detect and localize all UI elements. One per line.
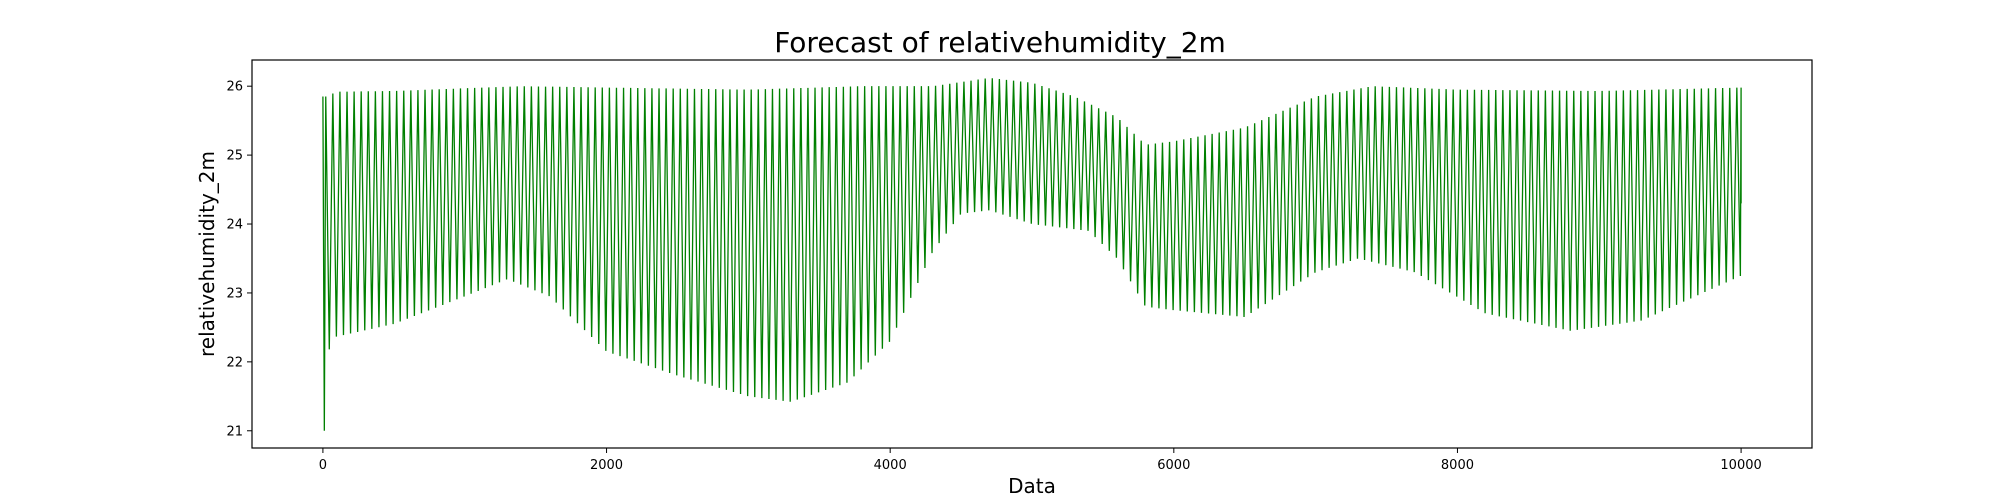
y-tick-label: 24 bbox=[226, 218, 243, 233]
y-tick-label: 25 bbox=[226, 149, 243, 164]
plot-area bbox=[322, 78, 1742, 431]
y-tick-label: 21 bbox=[226, 424, 243, 439]
axis-ticks: 0 2000 4000 6000 8000 10000 21 22 23 24 25 26 bbox=[226, 80, 1761, 473]
y-tick-label: 23 bbox=[226, 286, 243, 301]
x-tick-label: 8000 bbox=[1441, 458, 1474, 473]
series-line bbox=[322, 78, 1742, 431]
chart-title: Forecast of relativehumidity_2m bbox=[774, 26, 1226, 59]
x-tick-label: 4000 bbox=[874, 458, 907, 473]
x-tick-label: 6000 bbox=[1157, 458, 1190, 473]
x-tick-label: 0 bbox=[319, 458, 327, 473]
axes-frame bbox=[251, 59, 1813, 449]
y-axis-label: relativehumidity_2m bbox=[195, 151, 219, 357]
y-tick-label: 22 bbox=[226, 355, 243, 370]
x-tick-label: 2000 bbox=[590, 458, 623, 473]
x-axis-label: Data bbox=[1008, 474, 1056, 498]
y-tick-label: 26 bbox=[226, 80, 243, 95]
x-tick-label: 10000 bbox=[1720, 458, 1761, 473]
